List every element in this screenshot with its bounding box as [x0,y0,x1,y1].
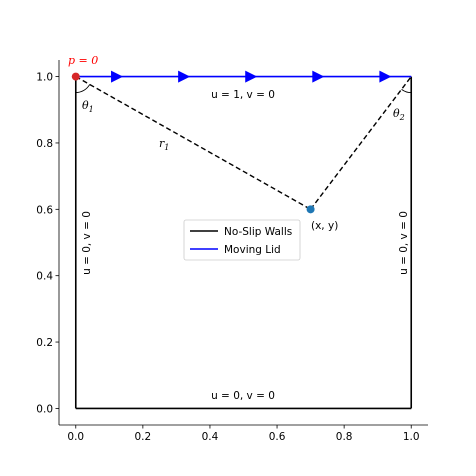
theta1-arc [75,84,91,94]
x-tick-label: 0.8 [336,431,353,443]
x-tick-label: 0.2 [135,431,152,443]
legend-label-lid: Moving Lid [224,244,281,256]
legend-box [183,219,301,261]
theta1-symbol: θ [82,99,89,112]
theta2-arc [401,88,412,94]
legend-label-walls: No-Slip Walls [224,226,292,238]
pressure-label: p = 0 [68,54,98,67]
right-boundary-label: u = 0, v = 0 [398,211,410,275]
lid-arrow-icon [178,70,191,83]
theta2-symbol: θ [393,107,400,120]
point-label: (x, y) [311,220,338,232]
x-tick-label: 0.0 [67,431,84,443]
lid-arrow-icon [111,70,124,83]
interior-point [306,205,315,214]
distance-line [310,76,412,210]
theta2-label: θ2 [393,107,405,122]
x-tick-label: 0.6 [269,431,286,443]
lid-arrow-icon [312,70,325,83]
y-tick-label: 0.8 [36,138,53,150]
plot-content [71,70,413,410]
legend: No-Slip Walls Moving Lid [183,219,301,261]
y-tick-label: 0.2 [36,337,53,349]
x-tick-label: 0.4 [202,431,219,443]
theta1-subscript: 1 [89,105,94,114]
y-tick-label: 0.0 [36,403,53,415]
bottom-boundary-label: u = 0, v = 0 [211,390,275,402]
r1-label: r1 [159,137,169,152]
lid-arrow-icon [245,70,258,83]
y-tick-label: 0.6 [36,204,53,216]
distance-line [75,75,311,210]
theta1-label: θ1 [82,99,94,114]
y-tick-label: 0.4 [36,271,53,283]
left-boundary-label: u = 0, v = 0 [81,211,93,275]
pressure-reference-point [71,72,80,81]
r1-subscript: 1 [164,143,169,152]
theta2-subscript: 2 [399,113,405,122]
x-tick-label: 1.0 [403,431,420,443]
top-boundary-label: u = 1, v = 0 [211,89,275,101]
lid-arrow-icon [379,70,392,83]
y-tick-label: 1.0 [36,72,53,84]
r1-symbol: r [159,137,165,150]
axes: 0.0 0.2 0.4 0.6 0.8 1.0 0.0 0.2 0.4 0.6 0.8 1.0 [36,60,428,443]
